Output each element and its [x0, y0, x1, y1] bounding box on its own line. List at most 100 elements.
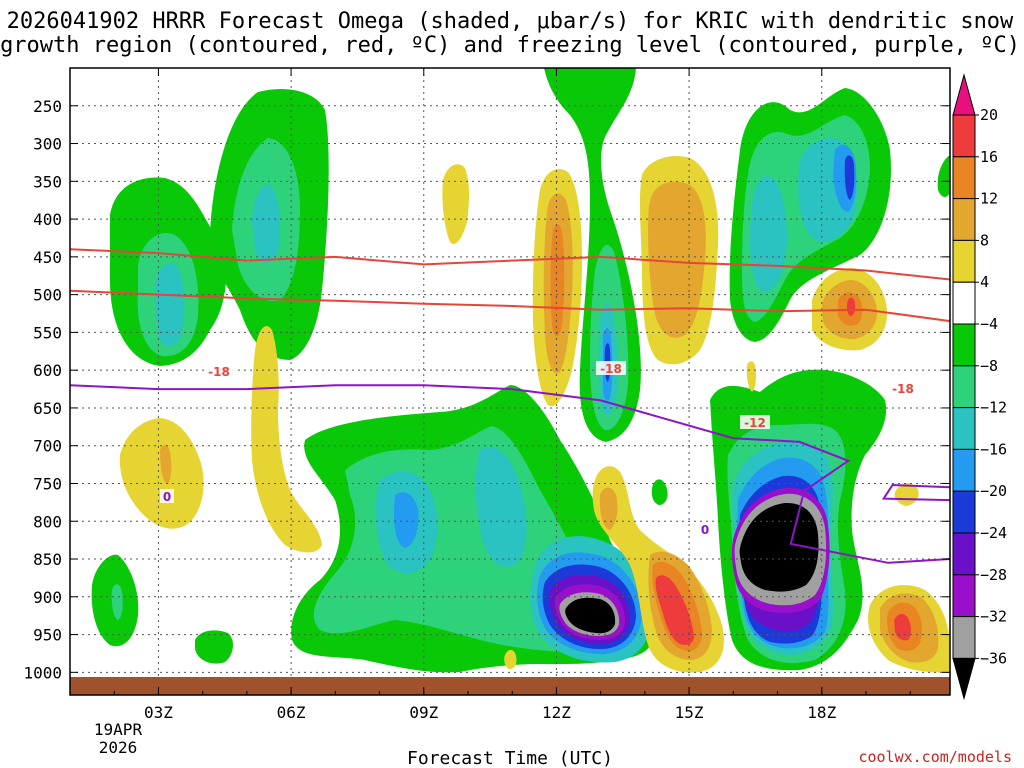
colorbar-segment [952, 281, 976, 325]
omega-pos4-tiny-low [504, 649, 517, 670]
colorbar-label: 20 [980, 106, 998, 124]
omega-pos12-upper-12z [550, 224, 565, 337]
x-axis: 03Z 06Z 09Z 12Z 15Z 18Z [69, 68, 911, 722]
freezing-level-labels: 0 0 [160, 489, 712, 537]
dgz-minus12-contour [69, 289, 951, 323]
colorbar-segment [952, 574, 976, 618]
y-tick-label: 750 [33, 474, 62, 493]
colorbar-label: 8 [980, 231, 989, 249]
omega-pos16-low-1430 [655, 575, 694, 645]
y-tick-label: 300 [33, 135, 62, 154]
omega-neg4-edge-right [937, 155, 950, 197]
colorbar-label: 16 [980, 148, 998, 166]
colorbar: 20 16 12 8 4 −4 −8 −12 −16 −20 −24 −28 −32 −36 [952, 73, 1007, 701]
colorbar-segment [952, 490, 976, 534]
colorbar-top-arrow [952, 73, 976, 116]
y-tick-label: 700 [33, 437, 62, 456]
colorbar-segment [952, 239, 976, 283]
omega-pos16-1930 [894, 614, 911, 641]
y-tick-label: 500 [33, 286, 62, 305]
colorbar-label: −12 [980, 399, 1007, 417]
colorbar-segment [952, 323, 976, 367]
x-tick-label: 12Z [542, 703, 571, 722]
y-tick-label: 850 [33, 550, 62, 569]
y-tick-label: 650 [33, 399, 62, 418]
dgz-minus18-label: -18 [600, 362, 622, 376]
colorbar-segment [952, 448, 976, 492]
omega-neg8-low-left [111, 584, 123, 620]
omega-neg12-mid [375, 446, 527, 574]
date-label-line-2: 2026 [99, 738, 138, 757]
omega-shading [91, 68, 950, 673]
chart-title-line-2: growth region (contoured, red, ºC) and f… [0, 33, 1020, 58]
omega-neg12-upper-left [155, 263, 185, 347]
y-axis: 250 300 350 400 450 500 550 600 650 700 750 800 850 9… [23, 97, 950, 682]
omega-pos8-left-mid [160, 444, 172, 484]
date-label-line-1: 19APR [94, 720, 143, 739]
colorbar-segment [952, 616, 976, 659]
freezing-level-contour [69, 384, 951, 564]
omega-pos4-left-mid [119, 418, 204, 529]
y-tick-label: 400 [33, 210, 62, 229]
colorbar-segment [952, 532, 976, 576]
colorbar-segment [952, 365, 976, 409]
omega-neg16-mid [394, 492, 419, 548]
freezing-level-contour-hook [881, 483, 951, 502]
colorbar-segment [952, 156, 976, 200]
dgz-minus18-label: -18 [208, 365, 230, 379]
colorbar-segment [952, 114, 976, 158]
omega-neg4-dot-14z [651, 479, 668, 505]
plot-grid [70, 68, 950, 695]
omega-pos4-small-1930-upper [894, 483, 919, 506]
colorbar-label: −16 [980, 440, 1007, 458]
plot-frame [69, 67, 951, 696]
omega-pos4-small-upper [442, 164, 470, 244]
credit-text: coolwx.com/models [858, 748, 1012, 766]
omega-neg36-big-right [739, 502, 819, 592]
colorbar-label: −20 [980, 482, 1007, 500]
x-tick-label: 18Z [807, 703, 836, 722]
x-tick-label: 09Z [409, 703, 438, 722]
omega-pos8-upper-1430 [648, 181, 706, 338]
y-tick-label: 1000 [23, 663, 62, 682]
x-axis-label: Forecast Time (UTC) [407, 748, 613, 768]
y-tick-label: 600 [33, 361, 62, 380]
colorbar-label: 4 [980, 273, 989, 291]
x-tick-label: 06Z [277, 703, 306, 722]
freezing-level-label: 0 [701, 523, 709, 537]
colorbar-segment [952, 198, 976, 241]
freezing-level-label: 0 [163, 490, 171, 504]
colorbar-label: −24 [980, 524, 1007, 542]
dgz-minus12-labels: -12 [740, 415, 770, 430]
omega-neg4-tiny-blob [195, 630, 234, 664]
colorbar-label: −36 [980, 649, 1007, 667]
x-tick-label: 15Z [675, 703, 704, 722]
y-tick-label: 950 [33, 626, 62, 645]
omega-neg36-core-13z [565, 597, 616, 634]
y-tick-label: 800 [33, 512, 62, 531]
omega-pos16-18z [846, 297, 856, 316]
omega-pos4-small-1730 [746, 361, 756, 392]
dgz-minus18-label: -18 [892, 382, 914, 396]
colorbar-label: −32 [980, 608, 1007, 626]
chart-title-line-1: 2026041902 HRRR Forecast Omega (shaded, … [7, 9, 1014, 34]
dgz-minus12-label: -12 [744, 416, 766, 430]
dgz-minus18-contour [69, 248, 951, 281]
colorbar-label: −8 [980, 357, 998, 375]
colorbar-segment [952, 407, 976, 450]
y-tick-label: 250 [33, 97, 62, 116]
colorbar-label: 12 [980, 190, 998, 208]
y-tick-label: 550 [33, 323, 62, 342]
x-tick-label: 03Z [144, 703, 173, 722]
y-tick-label: 900 [33, 588, 62, 607]
dgz-minus18-labels: -18 -18 -18 [204, 361, 918, 396]
y-tick-label: 450 [33, 248, 62, 267]
colorbar-bottom-arrow [952, 657, 976, 701]
y-tick-label: 350 [33, 172, 62, 191]
colorbar-label: −4 [980, 315, 998, 333]
terrain-band [70, 677, 950, 695]
colorbar-label: −28 [980, 566, 1007, 584]
omega-neg12-upper-0630 [252, 184, 280, 264]
omega-pos4-0630-mid [251, 326, 322, 553]
